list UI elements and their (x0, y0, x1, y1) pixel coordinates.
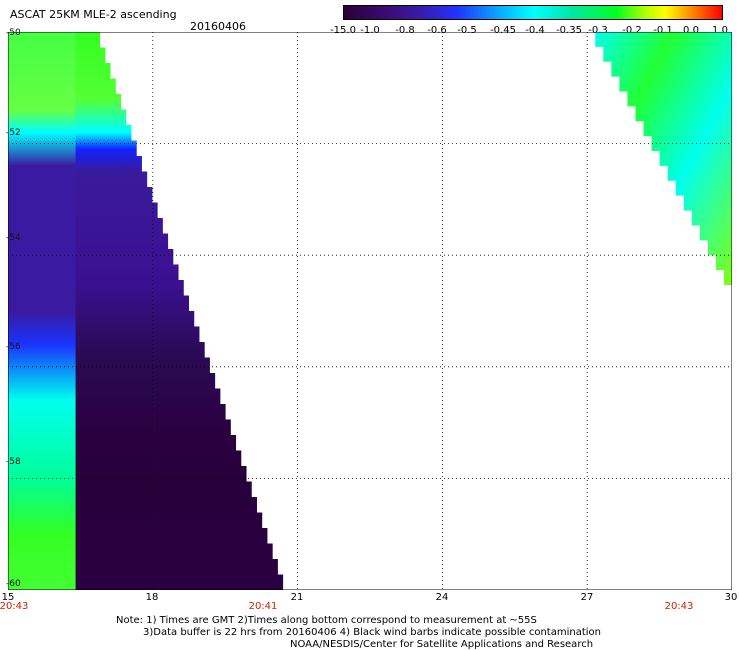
color-tick: -0.2 (622, 25, 642, 36)
lon-label: 15 (1, 592, 15, 603)
color-tick: -0.8 (395, 25, 415, 36)
color-tick: -1.0 (360, 25, 380, 36)
color-tick: -15.0 (330, 25, 356, 36)
color-tick: 0.0 (683, 25, 699, 36)
color-tick: -0.45 (490, 25, 516, 36)
lat-label: -50 (6, 28, 21, 38)
lon-label: 21 (290, 592, 304, 603)
color-tick: 1.0 (712, 25, 728, 36)
lon-label: 24 (435, 592, 449, 603)
map-plot-area (7, 31, 733, 594)
lon-label: 27 (580, 592, 594, 603)
lat-label: -58 (6, 457, 21, 467)
lat-label: -56 (6, 342, 21, 352)
color-scale-bar (343, 5, 723, 20)
lat-label: -60 (6, 579, 21, 589)
map-title: ASCAT 25KM MLE-2 ascending (10, 8, 177, 21)
west-swath (8, 32, 284, 590)
color-tick: -0.4 (525, 25, 545, 36)
color-tick: -0.35 (556, 25, 582, 36)
map-plot-svg (7, 31, 733, 591)
lat-label: -54 (6, 233, 21, 243)
time-label: 20:43 (0, 601, 29, 612)
color-tick: -0.6 (427, 25, 447, 36)
west-swath-edge-band (8, 32, 76, 590)
time-label: 20:41 (248, 601, 278, 612)
note-line-2: 3)Data buffer is 22 hrs from 20160406 4)… (143, 627, 601, 638)
lat-label: -52 (6, 128, 21, 138)
note-line-3: NOAA/NESDIS/Center for Satellite Applica… (290, 639, 594, 650)
color-tick: -0.5 (457, 25, 477, 36)
lon-label: 18 (145, 592, 159, 603)
lon-label: 30 (724, 592, 738, 603)
map-date: 20160406 (190, 20, 246, 33)
note-line-1: Note: 1) Times are GMT 2)Times along bot… (116, 615, 537, 626)
east-swath (587, 32, 732, 300)
color-tick: -0.1 (653, 25, 673, 36)
color-tick: -0.3 (588, 25, 608, 36)
time-label: 20:43 (664, 601, 694, 612)
